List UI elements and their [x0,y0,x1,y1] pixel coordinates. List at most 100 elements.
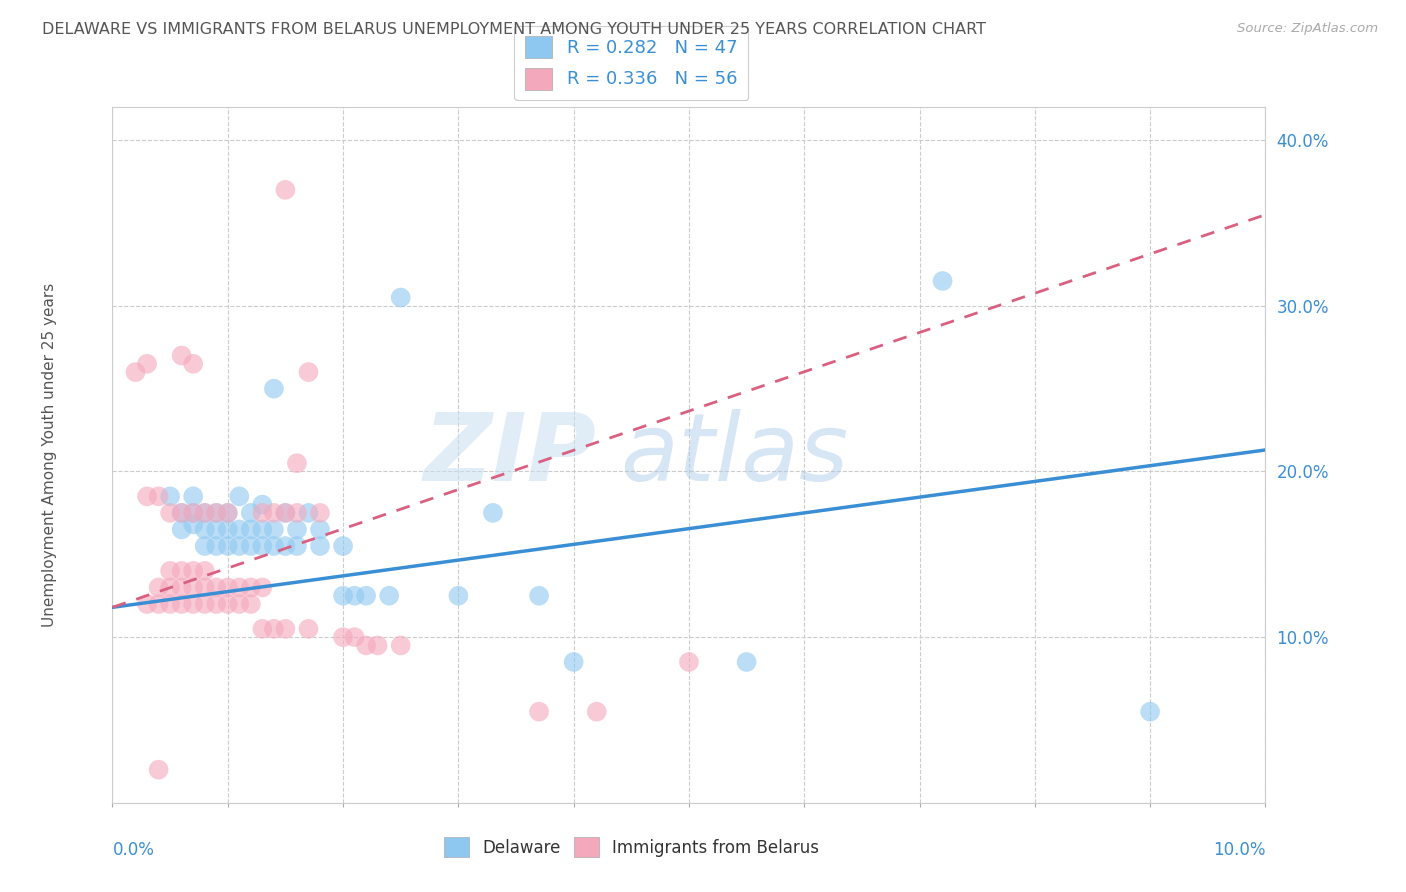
Point [159,581,181,595]
Point [148,763,170,777]
Point [228,523,250,537]
Text: Unemployment Among Youth under 25 years: Unemployment Among Youth under 25 years [42,283,56,627]
Point [181,564,204,578]
Point [194,581,217,595]
Point [389,639,412,653]
Point [217,539,239,553]
Point [205,597,228,611]
Point [217,581,239,595]
Point [181,489,204,503]
Point [332,589,354,603]
Point [136,357,159,371]
Point [332,539,354,553]
Point [447,589,470,603]
Point [205,506,228,520]
Point [217,523,239,537]
Point [136,489,159,503]
Point [159,506,181,520]
Point [297,506,319,520]
Point [181,357,204,371]
Point [159,489,181,503]
Point [194,506,217,520]
Point [252,581,274,595]
Point [239,506,262,520]
Point [217,506,239,520]
Point [274,622,297,636]
Point [343,589,366,603]
Point [217,506,239,520]
Point [735,655,758,669]
Point [136,597,159,611]
Point [263,523,285,537]
Point [309,506,332,520]
Point [205,506,228,520]
Point [252,498,274,512]
Point [252,539,274,553]
Point [239,523,262,537]
Point [367,639,389,653]
Point [148,581,170,595]
Point [285,539,308,553]
Point [170,597,193,611]
Point [148,489,170,503]
Point [678,655,700,669]
Point [239,597,262,611]
Point [194,506,217,520]
Point [285,456,308,470]
Point [274,506,297,520]
Point [309,539,332,553]
Point [181,506,204,520]
Point [239,581,262,595]
Point [285,506,308,520]
Text: 0.0%: 0.0% [112,841,155,859]
Point [170,506,193,520]
Point [378,589,401,603]
Point [931,274,953,288]
Point [482,506,505,520]
Point [170,349,193,363]
Point [159,564,181,578]
Point [274,539,297,553]
Point [181,581,204,595]
Point [205,581,228,595]
Point [263,506,285,520]
Text: Source: ZipAtlas.com: Source: ZipAtlas.com [1237,22,1378,36]
Point [274,183,297,197]
Point [354,639,377,653]
Point [263,539,285,553]
Point [585,705,607,719]
Point [181,597,204,611]
Point [194,523,217,537]
Point [194,539,217,553]
Point [239,539,262,553]
Legend: Delaware, Immigrants from Belarus: Delaware, Immigrants from Belarus [437,830,825,864]
Point [228,597,250,611]
Point [217,597,239,611]
Point [148,597,170,611]
Point [332,630,354,644]
Point [343,630,366,644]
Text: ZIP: ZIP [423,409,596,501]
Text: 10.0%: 10.0% [1213,841,1265,859]
Point [297,365,319,379]
Point [194,597,217,611]
Point [205,523,228,537]
Point [252,523,274,537]
Text: DELAWARE VS IMMIGRANTS FROM BELARUS UNEMPLOYMENT AMONG YOUTH UNDER 25 YEARS CORR: DELAWARE VS IMMIGRANTS FROM BELARUS UNEM… [42,22,986,37]
Point [159,597,181,611]
Text: atlas: atlas [620,409,848,500]
Point [252,506,274,520]
Point [309,523,332,537]
Point [170,523,193,537]
Point [228,489,250,503]
Point [562,655,585,669]
Point [527,589,550,603]
Point [170,581,193,595]
Point [297,622,319,636]
Point [228,539,250,553]
Point [124,365,146,379]
Point [263,622,285,636]
Point [170,564,193,578]
Point [285,523,308,537]
Point [263,382,285,396]
